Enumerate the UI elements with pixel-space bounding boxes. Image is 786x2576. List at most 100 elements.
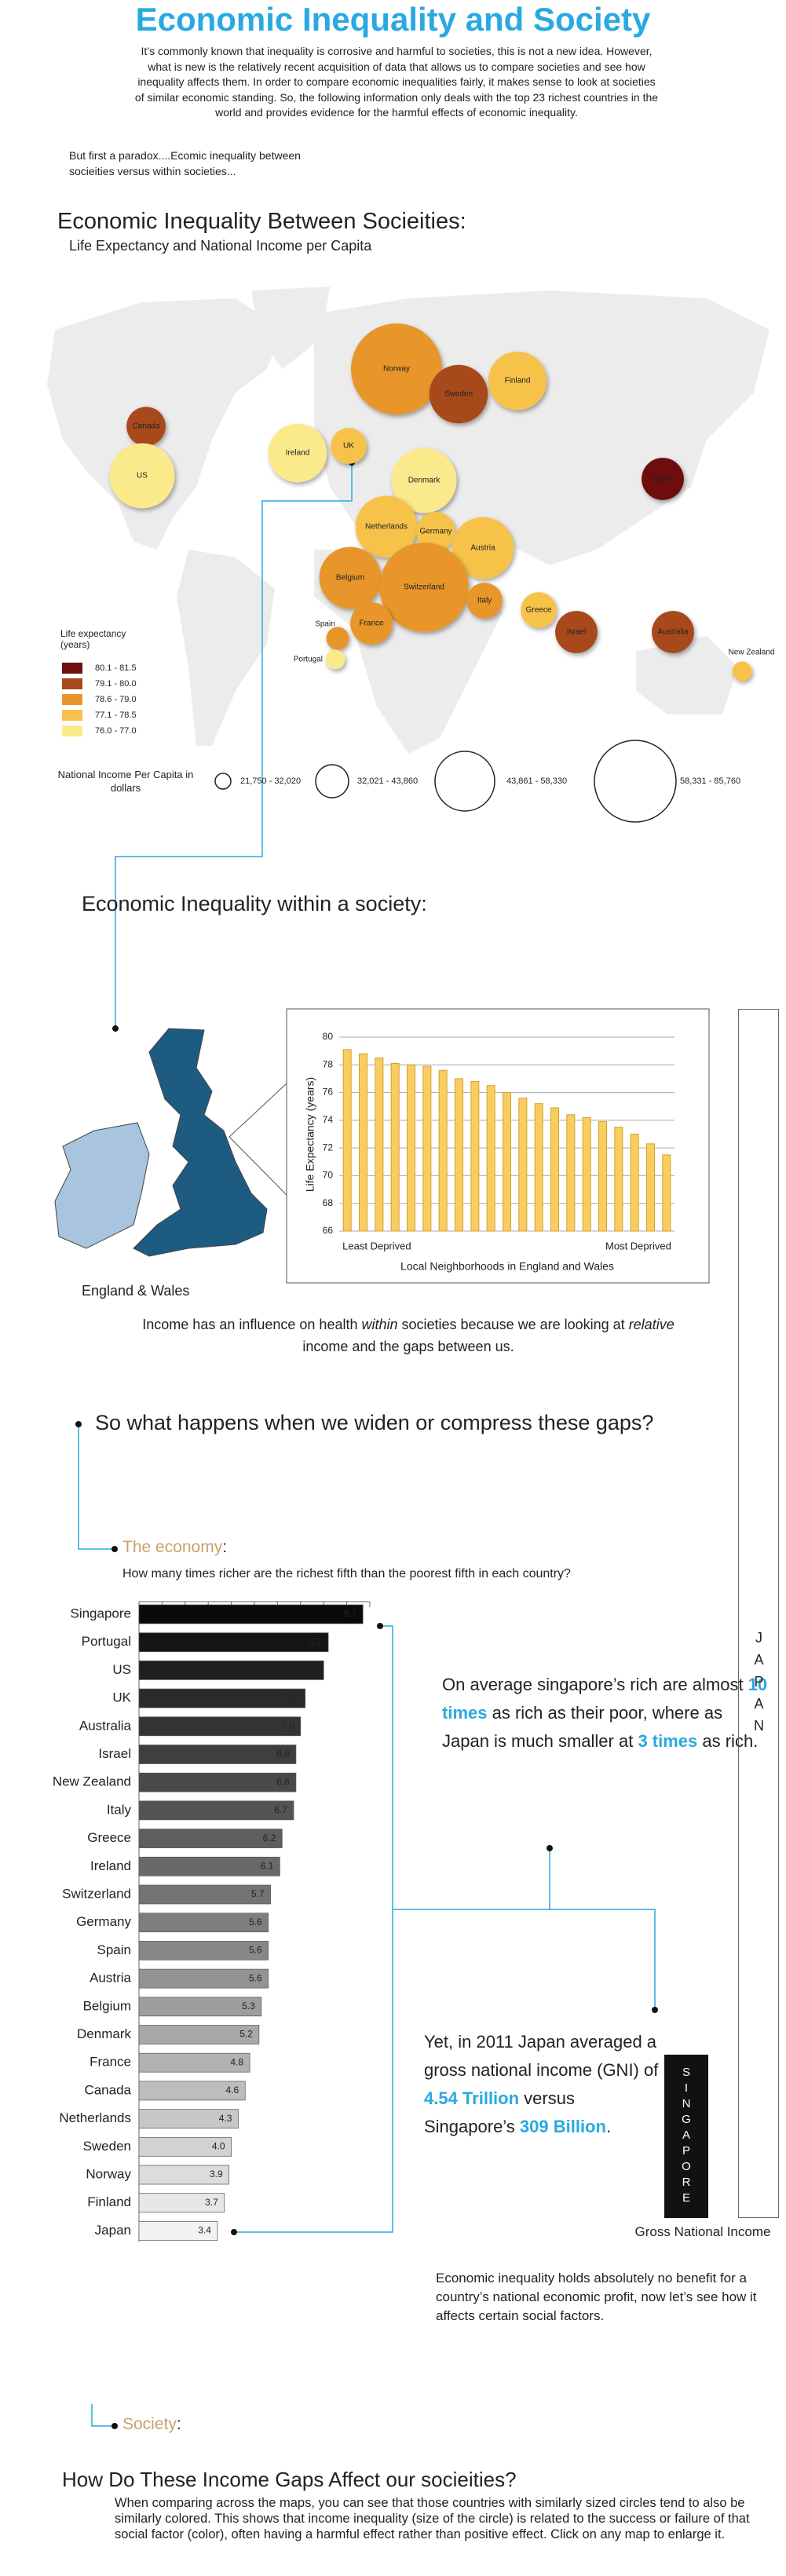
legend-swatch — [62, 694, 82, 705]
bar — [390, 1063, 400, 1232]
bar — [138, 1604, 364, 1624]
bar — [138, 1856, 280, 1876]
text: On average singapore’s rich are almost — [442, 1675, 748, 1694]
bubble-label: Israel — [567, 628, 586, 637]
text: . — [605, 2117, 612, 2136]
bubble-label: Ireland — [286, 449, 310, 458]
bubble — [391, 448, 457, 513]
bubble-label: Belgium — [336, 574, 364, 583]
bubble — [109, 443, 175, 509]
bubble-label: Germany — [419, 528, 451, 536]
value-label: 5.7 — [251, 1888, 265, 1899]
bubble — [326, 627, 349, 650]
bar — [582, 1116, 591, 1232]
bar — [342, 1049, 352, 1232]
gni-label: Gross National Income — [634, 2224, 771, 2239]
y-tick-label: 80 — [323, 1031, 334, 1042]
y-tick-label: 72 — [323, 1142, 334, 1153]
legend-swatch — [62, 725, 82, 736]
category-label: UK — [112, 1690, 131, 1705]
bar — [455, 1078, 463, 1232]
legend-swatch — [62, 710, 82, 721]
y-tick-label: 76 — [323, 1087, 334, 1098]
bubble — [351, 323, 442, 415]
uk-map — [54, 1028, 268, 1257]
bar — [630, 1134, 639, 1232]
bar — [138, 1688, 306, 1708]
size-legend-circle — [214, 773, 232, 790]
callout — [228, 1083, 287, 1196]
x-axis-label: Local Neighborhoods in England and Wales — [400, 1260, 614, 1273]
y-tick-label: 66 — [323, 1225, 334, 1236]
bar — [138, 1716, 302, 1737]
bubble-label: Norway — [383, 365, 410, 374]
map-label: England & Wales — [82, 1283, 190, 1299]
note: Income has an influence on health within… — [118, 1314, 699, 1357]
bar — [138, 2136, 232, 2157]
legend-swatch — [62, 678, 82, 689]
legend-label: 43,861 - 58,330 — [506, 776, 567, 786]
bar — [503, 1092, 511, 1232]
value-label: 6.1 — [261, 1860, 274, 1871]
connector-dots — [75, 459, 658, 2429]
bar — [138, 1772, 297, 1792]
legend-label: 21,750 - 32,020 — [240, 776, 301, 786]
heading: Economic Inequality Between Socieities: — [57, 209, 466, 234]
bubble — [379, 543, 469, 632]
category-label: Germany — [76, 1914, 131, 1929]
value-label: 3.4 — [198, 2225, 211, 2236]
bar — [138, 2052, 250, 2073]
legend-label: 79.1 - 80.0 — [95, 679, 137, 689]
bubble — [488, 351, 547, 411]
category-label: US — [112, 1662, 131, 1677]
bubble — [268, 423, 327, 483]
bar — [138, 1800, 294, 1821]
bar — [138, 2193, 225, 2213]
value-label: 3.9 — [210, 2169, 223, 2180]
y-tick-label: 74 — [323, 1114, 334, 1125]
bar — [138, 1829, 283, 1848]
bar — [662, 1154, 671, 1232]
bubble — [331, 428, 367, 464]
value-label: 6.8 — [276, 1776, 290, 1787]
heading: The economy: — [122, 1538, 227, 1557]
heading: So what happens when we widen or compres… — [95, 1411, 654, 1434]
category-label: Japan — [95, 2223, 131, 2238]
heading: How Do These Income Gaps Affect our soci… — [62, 2468, 517, 2491]
bubble — [416, 512, 455, 551]
value-label: 6.7 — [274, 1804, 287, 1815]
bubble-label: Netherlands — [365, 523, 408, 532]
legend-title: National Income Per Capita in dollars — [57, 769, 194, 794]
category-label: Norway — [86, 2166, 131, 2181]
text: 4.54 Trillion — [424, 2088, 520, 2108]
bubble-label: Denmark — [408, 477, 441, 485]
value-label: 6.2 — [263, 1832, 276, 1843]
value-label: 7.2 — [286, 1692, 299, 1703]
legend-title: Life expectancy (years) — [60, 628, 126, 650]
bubble-label: Finland — [505, 377, 531, 385]
japan-box: JAPAN — [738, 1009, 779, 2218]
text: 309 Billion — [519, 2117, 606, 2136]
text: 3 times — [638, 1731, 698, 1751]
value-label: 5.6 — [249, 1916, 262, 1927]
bubble-label: New Zealand — [729, 649, 775, 657]
bar — [534, 1103, 543, 1232]
text: : — [176, 2415, 181, 2433]
size-legend-circle — [315, 764, 349, 798]
text: Yet, in 2011 Japan averaged a gross nati… — [424, 2032, 659, 2080]
y-tick-label: 68 — [323, 1197, 334, 1208]
legend-label: 58,331 - 85,760 — [680, 776, 740, 786]
value-label: 3.7 — [205, 2197, 218, 2208]
size-legend-circle — [434, 751, 495, 812]
bar — [138, 2081, 246, 2101]
bar — [470, 1080, 480, 1232]
y-tick-label: 70 — [323, 1170, 334, 1181]
bubble-label: Portugal — [294, 656, 323, 664]
bar — [566, 1114, 576, 1232]
text: Society — [122, 2415, 177, 2433]
category-label: Portugal — [82, 1634, 131, 1649]
category-label: Greece — [87, 1830, 131, 1845]
callout: Yet, in 2011 Japan averaged a gross nati… — [424, 2028, 660, 2141]
value-label: 9.7 — [343, 1608, 356, 1619]
callout: On average singapore’s rich are almost 1… — [442, 1671, 772, 1756]
